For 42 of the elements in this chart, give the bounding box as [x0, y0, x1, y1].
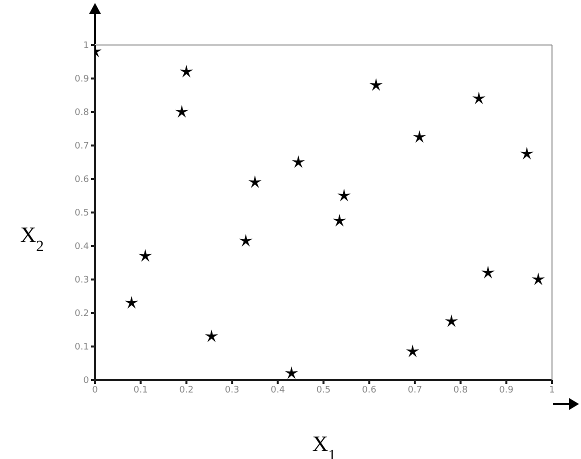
x-tick-label: 0.6 — [362, 385, 377, 396]
point — [124, 296, 138, 309]
point — [292, 155, 306, 168]
y-tick-label: 0.2 — [74, 309, 89, 320]
y-tick-label: 0.7 — [74, 142, 89, 152]
y-tick-label: 0 — [83, 376, 90, 386]
point — [175, 105, 188, 118]
point — [412, 130, 426, 143]
point — [248, 175, 262, 188]
y-tick-label: 0.8 — [74, 108, 90, 118]
point — [532, 272, 545, 286]
y-tick-label: 0.6 — [74, 175, 90, 186]
point — [406, 344, 420, 358]
x-tick-label: 0.1 — [134, 385, 148, 396]
y-tick-label: 0.9 — [74, 74, 90, 85]
y-tick-label: 0.5 — [74, 208, 89, 219]
point — [520, 146, 534, 160]
y-axis-title: X$_{2}$ — [20, 222, 44, 254]
point — [369, 78, 383, 91]
x-tick-label: 1 — [549, 385, 555, 396]
point — [138, 249, 152, 262]
point — [337, 188, 351, 202]
point — [204, 329, 218, 342]
point — [481, 266, 495, 278]
point — [239, 234, 252, 247]
point — [180, 64, 194, 78]
x-tick-label: 0.9 — [499, 385, 514, 396]
y-tick-label: 1 — [83, 41, 89, 52]
y-tick-label: 0.4 — [74, 242, 90, 252]
y-tick-label: 0.1 — [74, 342, 89, 353]
x-tick-label: 0.7 — [408, 385, 422, 396]
x-tick-label: 0.3 — [224, 385, 240, 396]
point — [472, 92, 486, 104]
x-tick-label: 0.4 — [270, 385, 286, 396]
x-tick-label: 0.5 — [316, 385, 331, 396]
point — [284, 366, 298, 379]
x-tick-label: 0.8 — [453, 385, 468, 396]
point — [444, 314, 458, 328]
y-tick-label: 0.3 — [74, 276, 89, 286]
point — [332, 214, 346, 227]
x-tick-label: 0.2 — [179, 385, 194, 396]
x-tick-label: 0 — [92, 385, 98, 396]
